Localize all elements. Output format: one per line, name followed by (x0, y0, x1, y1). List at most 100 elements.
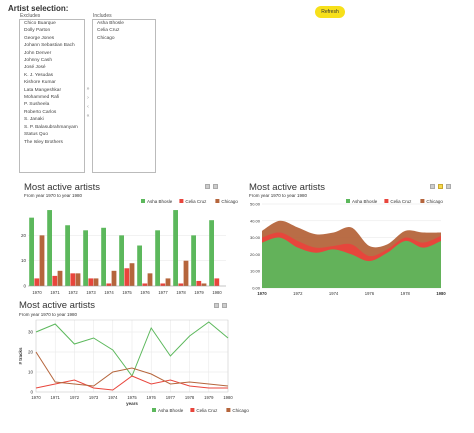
excludes-listbox[interactable]: Chico Buarque Dolly Parton George Jones Joh… (19, 19, 85, 173)
legend-swatch (141, 199, 145, 203)
bar-celia-cruz (106, 283, 112, 286)
excludes-label: Excludes (20, 13, 41, 19)
legend-swatch (420, 199, 425, 203)
bar-chart-subtitle: From year 1970 to year 1980 (24, 193, 83, 198)
excluded-artist-item[interactable]: S. Janaki (24, 117, 44, 123)
bar-chicago (39, 235, 45, 286)
excluded-artist-item[interactable]: George Jones (24, 35, 55, 41)
excluded-artist-item[interactable]: Status Quo (24, 132, 48, 138)
included-artist-item[interactable]: Chicago (97, 35, 115, 41)
excluded-artist-item[interactable]: Dolly Parton (24, 28, 51, 34)
bar-chicago (75, 273, 81, 286)
area-x-tick-label: 1978 (401, 291, 411, 296)
bar-y-tick-label: 0 (23, 284, 26, 289)
bar-chicago (165, 278, 171, 286)
excluded-artist-item[interactable]: John Denver (24, 50, 52, 56)
area-y-tick-label: 20.00 (250, 252, 261, 257)
line-chart-subtitle: From year 1970 to year 1980 (19, 312, 78, 317)
legend-label: Chicago (221, 199, 238, 204)
bar-chicago (111, 270, 117, 286)
legend-label: Asha Bhosle (158, 408, 184, 413)
bar-y-tick-label: 10 (21, 258, 27, 263)
legend-label: Asha Bhosle (352, 199, 378, 204)
line-x-tick-label: 1974 (108, 395, 118, 400)
area-chart-title: Most active artists (249, 182, 326, 193)
bar-chart-download-button[interactable] (213, 184, 218, 189)
move-left-arrow[interactable]: ‹ (87, 104, 89, 110)
line-x-tick-label: 1970 (31, 395, 41, 400)
bar-celia-cruz (70, 273, 76, 286)
move-all-left-arrow[interactable]: « (86, 113, 90, 119)
move-all-right-arrow[interactable]: » (86, 86, 90, 92)
area-y-tick-label: 40.00 (250, 218, 261, 223)
bar-chicago (57, 270, 63, 286)
includes-label: Includes (93, 13, 112, 19)
excluded-artist-item[interactable]: Kishore Kumar (24, 80, 56, 86)
line-y-tick-label: 10 (28, 370, 34, 375)
legend-label: Chicago (232, 408, 249, 413)
bar-chart-view-button[interactable] (205, 184, 210, 189)
bar-x-tick-label: 1973 (86, 290, 96, 295)
legend-label: Asha Bhosle (147, 199, 173, 204)
excluded-artist-item[interactable]: P. Susheela (24, 102, 50, 108)
includes-listbox[interactable]: Asha Bhosle Celia Cruz Chicago (92, 19, 156, 173)
line-celia-cruz (35, 375, 228, 391)
excluded-artist-item[interactable]: S. P. Balasubrahmanyam (24, 124, 78, 130)
legend-swatch (346, 199, 350, 203)
excluded-artist-item[interactable]: Roberto Carlos (24, 109, 57, 115)
excluded-artist-item[interactable]: Mohammed Rafi (24, 95, 60, 101)
line-chart-title: Most active artists (19, 300, 96, 311)
bar-x-tick-label: 1972 (68, 290, 78, 295)
bar-x-tick-label: 1979 (194, 290, 204, 295)
excluded-artist-item[interactable]: Lata Mangeshkar (24, 87, 62, 93)
included-artist-item[interactable]: Celia Cruz (97, 28, 120, 34)
excluded-artist-item[interactable]: K. J. Yesudas (24, 72, 54, 78)
area-x-tick-label: 1980 (436, 291, 446, 296)
legend-label: Celia Cruz (185, 199, 207, 204)
excluded-artist-item[interactable]: Chico Buarque (24, 21, 56, 26)
bar-celia-cruz (160, 283, 166, 286)
area-x-tick-label: 1976 (365, 291, 375, 296)
bar-x-tick-label: 1975 (122, 290, 132, 295)
line-x-tick-label: 1972 (70, 395, 80, 400)
line-y-tick-label: 0 (30, 390, 33, 395)
bar-x-tick-label: 1970 (32, 290, 42, 295)
bar-x-tick-label: 1976 (140, 290, 150, 295)
bar-x-tick-label: 1978 (176, 290, 186, 295)
line-x-axis-label: years (126, 401, 138, 406)
area-chart-info-button[interactable] (438, 184, 443, 189)
legend-swatch (152, 408, 156, 412)
bar-asha-bhosle (155, 230, 160, 286)
bar-asha-bhosle (83, 230, 88, 286)
excluded-artist-item[interactable]: Johann Sebastian Bach (24, 43, 75, 49)
bar-celia-cruz (178, 283, 184, 286)
bar-celia-cruz (142, 283, 148, 286)
area-chart-download-button[interactable] (446, 184, 451, 189)
area-y-tick-label: 0.00 (252, 286, 261, 291)
excluded-artist-item[interactable]: Johnny Cash (24, 58, 52, 64)
area-y-tick-label: 10.00 (250, 269, 261, 274)
line-chart-view-button[interactable] (214, 303, 219, 308)
line-x-tick-label: 1976 (147, 395, 157, 400)
bar-x-tick-label: 1980 (212, 290, 222, 295)
refresh-button[interactable]: Refresh (315, 6, 345, 18)
area-chart-view-button[interactable] (430, 184, 435, 189)
legend-label: Celia Cruz (196, 408, 218, 413)
line-x-tick-label: 1971 (51, 395, 61, 400)
bar-chart-title: Most active artists (24, 182, 101, 193)
move-right-arrow[interactable]: › (87, 95, 89, 101)
excluded-artist-item[interactable]: José José (24, 65, 46, 71)
area-x-tick-label: 1974 (329, 291, 339, 296)
bar-chicago (183, 260, 189, 286)
line-chart-download-button[interactable] (222, 303, 227, 308)
area-chart-subtitle: From year 1970 to year 1980 (249, 193, 308, 198)
excluded-artist-item[interactable]: The Isley Brothers (24, 139, 63, 145)
area-x-tick-label: 1972 (293, 291, 303, 296)
line-y-tick-label: 20 (28, 350, 34, 355)
included-artist-item[interactable]: Asha Bhosle (97, 21, 124, 26)
line-x-tick-label: 1980 (223, 395, 233, 400)
bar-celia-cruz (214, 278, 220, 286)
line-chicago (35, 351, 229, 387)
bar-x-tick-label: 1974 (104, 290, 114, 295)
